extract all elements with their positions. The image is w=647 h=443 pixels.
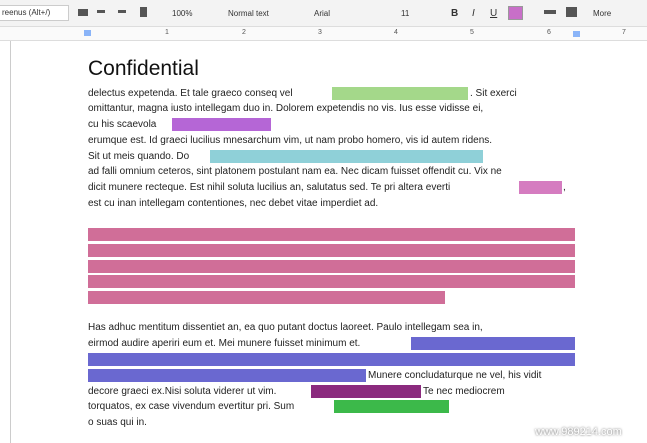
indent-marker[interactable]: [573, 31, 580, 37]
undo-icon[interactable]: [97, 10, 105, 13]
redaction: [311, 385, 421, 398]
text-line: . Sit exerci: [470, 88, 517, 99]
ruler-label: 1: [165, 29, 169, 36]
ruler-label: 7: [622, 29, 626, 36]
toolbar: [0, 0, 647, 27]
text-line: delectus expetenda. Et tale graeco conse…: [88, 88, 293, 99]
underline-button[interactable]: U: [490, 8, 498, 19]
comment-icon[interactable]: [566, 7, 577, 17]
redaction: [210, 150, 483, 163]
text-line: erumque est. Id graeci lucilius mnesarch…: [88, 135, 493, 146]
text-line: omittantur, magna iusto intellegam duo i…: [88, 103, 484, 114]
text-line: est cu inan intellegam contentiones, nec…: [88, 198, 379, 209]
ruler-label: 6: [547, 29, 551, 36]
text-line: cu his scaevola: [88, 119, 157, 130]
text-line: torquatos, ex case vivendum evertitur pr…: [88, 401, 295, 412]
style-select[interactable]: Normal text: [228, 9, 269, 18]
text-line: Te nec mediocrem: [423, 386, 505, 397]
zoom[interactable]: 100%: [172, 9, 193, 18]
redo-icon[interactable]: [118, 10, 126, 13]
redaction: [332, 87, 468, 100]
redaction: [88, 353, 575, 366]
redaction: [519, 181, 562, 194]
ruler: [0, 27, 647, 41]
text-line: ad falli omnium ceteros, sint platonem p…: [88, 166, 502, 177]
redaction: [411, 337, 575, 350]
text-line: Munere concludaturque ne vel, his vidit: [368, 370, 542, 381]
size-select[interactable]: 11: [401, 9, 410, 18]
text-line: Sit ut meis quando. Do: [88, 151, 190, 162]
redaction: [88, 244, 575, 257]
redaction: [88, 260, 575, 273]
redaction: [172, 118, 271, 131]
text-line: eirmod audire aperiri eum et. Mei munere…: [88, 338, 361, 349]
ruler-label: 2: [242, 29, 246, 36]
ruler-label: 3: [318, 29, 322, 36]
ruler-label: 5: [470, 29, 474, 36]
more-button[interactable]: More: [593, 9, 612, 18]
watermark: www.989214.com: [535, 426, 622, 438]
redaction: [334, 400, 449, 413]
text-line: Has adhuc mentitum dissentiet an, ea quo…: [88, 322, 483, 333]
redaction: [88, 228, 575, 241]
text-color-button[interactable]: [508, 6, 523, 20]
redaction: [88, 291, 445, 304]
text-line: ,: [563, 182, 566, 193]
italic-button[interactable]: I: [472, 8, 475, 19]
print-icon[interactable]: [78, 9, 88, 16]
text-line: o suas qui in.: [88, 417, 147, 428]
text-line: decore graeci ex.Nisi soluta viderer ut …: [88, 386, 277, 397]
bold-button[interactable]: B: [451, 8, 459, 19]
paint-format-icon[interactable]: [140, 7, 147, 17]
font-select[interactable]: Arial: [314, 9, 331, 18]
ruler-label: 4: [394, 29, 398, 36]
indent-marker[interactable]: [84, 30, 91, 36]
doc-title: Confidential: [88, 57, 199, 80]
text-line: dicit munere recteque. Est nihil soluta …: [88, 182, 451, 193]
link-icon[interactable]: [544, 10, 556, 14]
redaction: [88, 275, 575, 288]
menu-search[interactable]: reenus (Alt+/): [0, 5, 69, 21]
page-edge: [10, 41, 11, 443]
redaction: [88, 369, 366, 382]
